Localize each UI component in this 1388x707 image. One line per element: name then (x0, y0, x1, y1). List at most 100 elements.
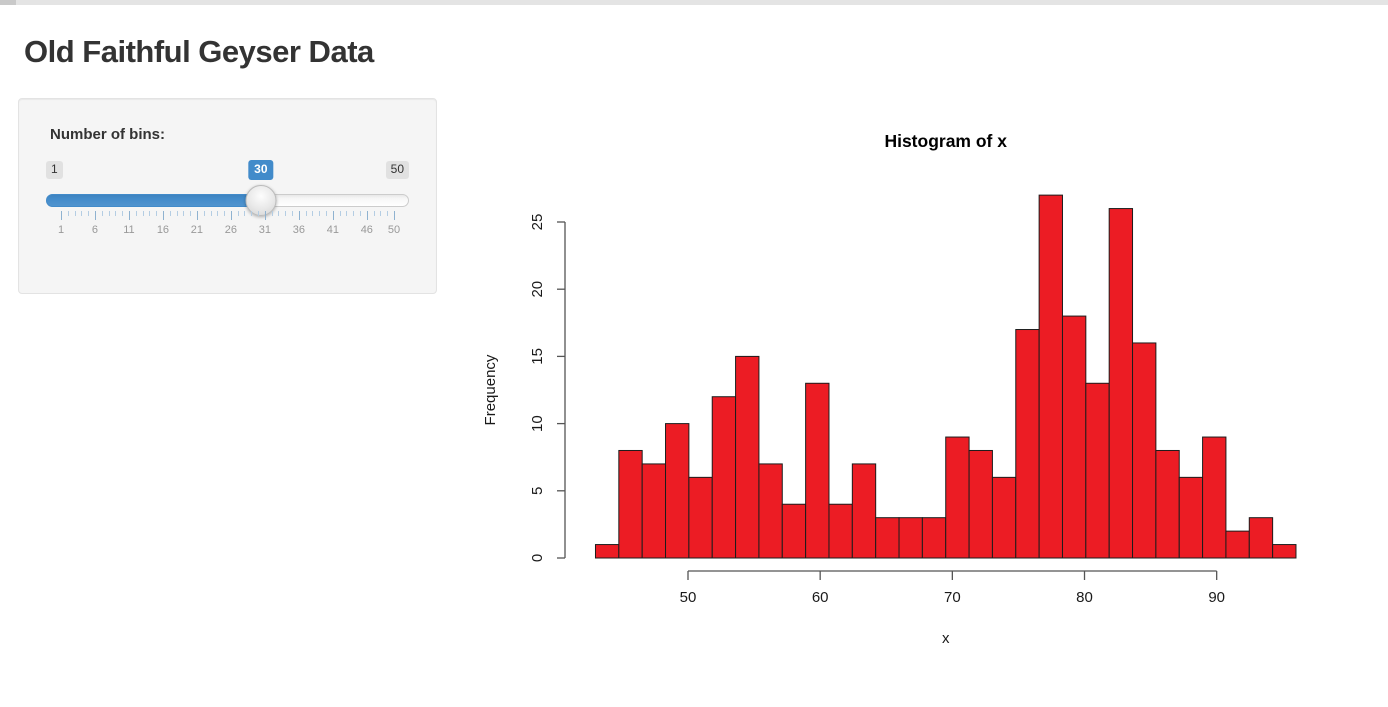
slider-grid-tick-minor (149, 211, 151, 216)
slider-grid-tick-major (366, 211, 368, 220)
y-axis-tick-label: 10 (529, 415, 546, 432)
slider-grid-label: 11 (123, 224, 135, 236)
y-axis-tick-label: 5 (529, 487, 546, 495)
histogram-bar (688, 476, 713, 559)
slider-grid-tick-minor (183, 211, 185, 216)
slider-grid-tick-minor (122, 211, 124, 216)
slider-grid-tick-minor (115, 211, 117, 216)
histogram-bar (735, 355, 760, 559)
y-axis-tick-label: 25 (529, 214, 546, 231)
slider-grid-tick-minor (244, 211, 246, 216)
slider-grid-tick-minor (169, 211, 171, 216)
histogram-bar (968, 449, 993, 559)
histogram-bar (1178, 476, 1204, 559)
slider-grid-tick-minor (217, 211, 219, 216)
slider-grid-tick-minor (88, 211, 90, 216)
slider-grid-tick-major (394, 211, 395, 220)
slider-grid-tick-minor (251, 211, 253, 216)
slider-grid-tick-major (61, 211, 62, 220)
histogram-bar (618, 449, 643, 559)
slider-grid-tick-major (128, 211, 130, 220)
slider-grid: 1 6 11 16 21 26 31 36 41 46 50 (19, 99, 436, 293)
histogram-bar (781, 503, 807, 559)
histogram-bar (594, 544, 620, 559)
slider-grid-tick-minor (292, 211, 294, 216)
x-axis-tick-label: 90 (1208, 589, 1225, 606)
slider-grid-tick-minor (360, 211, 362, 216)
histogram-bar (1202, 436, 1227, 559)
window-top-edge (0, 0, 1388, 5)
chart-title: Histogram of x (884, 131, 1007, 151)
slider-grid-tick-minor (156, 211, 158, 216)
histogram-bar (641, 463, 667, 559)
sidebar-panel: Number of bins: 1 50 30 1 6 11 16 21 26 31 36 41… (18, 98, 437, 294)
slider-grid-tick-minor (176, 211, 178, 216)
window-top-edge-corner (0, 0, 16, 5)
slider-min-badge: 1 (46, 161, 63, 179)
slider-track[interactable] (46, 194, 409, 207)
histogram-bar (1225, 530, 1250, 559)
slider-grid-tick-major (162, 211, 164, 220)
slider-grid-tick-minor (135, 211, 137, 216)
slider-grid-tick-minor (373, 211, 375, 216)
slider-grid-tick-major (332, 211, 334, 220)
slider-grid-tick-minor (142, 211, 144, 216)
slider-value-badge: 30 (248, 160, 274, 180)
histogram-bar (1061, 315, 1087, 559)
slider-grid-tick-minor (346, 211, 348, 216)
slider-grid-label: 41 (326, 224, 339, 236)
slider-grid-tick-major (94, 211, 96, 220)
y-axis-tick-label: 0 (529, 554, 546, 562)
histogram-bar (1272, 544, 1297, 559)
slider-handle[interactable] (245, 185, 277, 216)
y-axis-tick-label: 20 (529, 281, 546, 298)
slider-grid-label: 50 (387, 224, 401, 236)
histogram-bar (921, 517, 947, 559)
slider-grid-label: 16 (156, 224, 170, 236)
bins-slider[interactable]: 1 50 30 1 6 11 16 21 26 31 36 41 46 50 (19, 99, 436, 293)
histogram-bar (1108, 208, 1134, 559)
slider-grid-tick-major (196, 211, 198, 220)
slider-grid-label: 31 (258, 224, 271, 236)
slider-grid-tick-minor (339, 211, 341, 216)
histogram-bar (1248, 517, 1274, 559)
slider-grid-tick-minor (319, 211, 321, 216)
histogram-svg: 50 60 70 80 90 0 5 10 15 20 25 Histogram of x x Frequ… (482, 131, 1297, 647)
histogram-bar (711, 396, 737, 559)
histogram-bar (1038, 194, 1063, 559)
slider-grid-tick-minor (108, 211, 110, 216)
slider-grid-tick-minor (387, 211, 389, 216)
slider-grid-tick-minor (190, 211, 192, 216)
x-axis-title: x (942, 630, 950, 647)
y-axis-tick-label: 15 (529, 348, 546, 365)
bins-slider-label: Number of bins: (50, 126, 165, 143)
slider-grid-tick-major (298, 211, 300, 220)
x-axis-tick-label: 60 (812, 589, 829, 606)
histogram-bar (851, 463, 877, 559)
y-axis-title: Frequency (482, 354, 499, 425)
slider-grid-tick-minor (305, 211, 307, 216)
histogram-bar (805, 382, 830, 559)
slider-grid-tick-minor (380, 211, 382, 216)
histogram-bar (898, 517, 923, 559)
histogram-bar (1155, 449, 1180, 559)
slider-grid-tick-minor (271, 211, 273, 216)
slider-grid-tick-minor (101, 211, 103, 216)
histogram-bar (828, 503, 853, 559)
slider-grid-tick-major (264, 211, 266, 220)
histogram-bar (945, 436, 970, 559)
slider-grid-tick-minor (326, 211, 328, 216)
histogram-plot: 50 60 70 80 90 0 5 10 15 20 25 Histogram of x x Frequ… (470, 110, 1350, 670)
slider-grid-tick-minor (258, 211, 260, 216)
histogram-bar (875, 517, 900, 559)
slider-grid-tick-minor (285, 211, 287, 216)
page-title: Old Faithful Geyser Data (24, 34, 374, 69)
slider-grid-tick-minor (74, 211, 76, 216)
slider-grid-tick-minor (67, 211, 69, 216)
histogram-bar (665, 423, 690, 559)
x-axis-tick-label: 70 (944, 589, 961, 606)
x-axis-tick-label: 50 (680, 589, 697, 606)
histogram-bar (991, 476, 1017, 559)
slider-grid-label: 6 (91, 224, 99, 236)
slider-grid-label: 21 (190, 224, 204, 236)
